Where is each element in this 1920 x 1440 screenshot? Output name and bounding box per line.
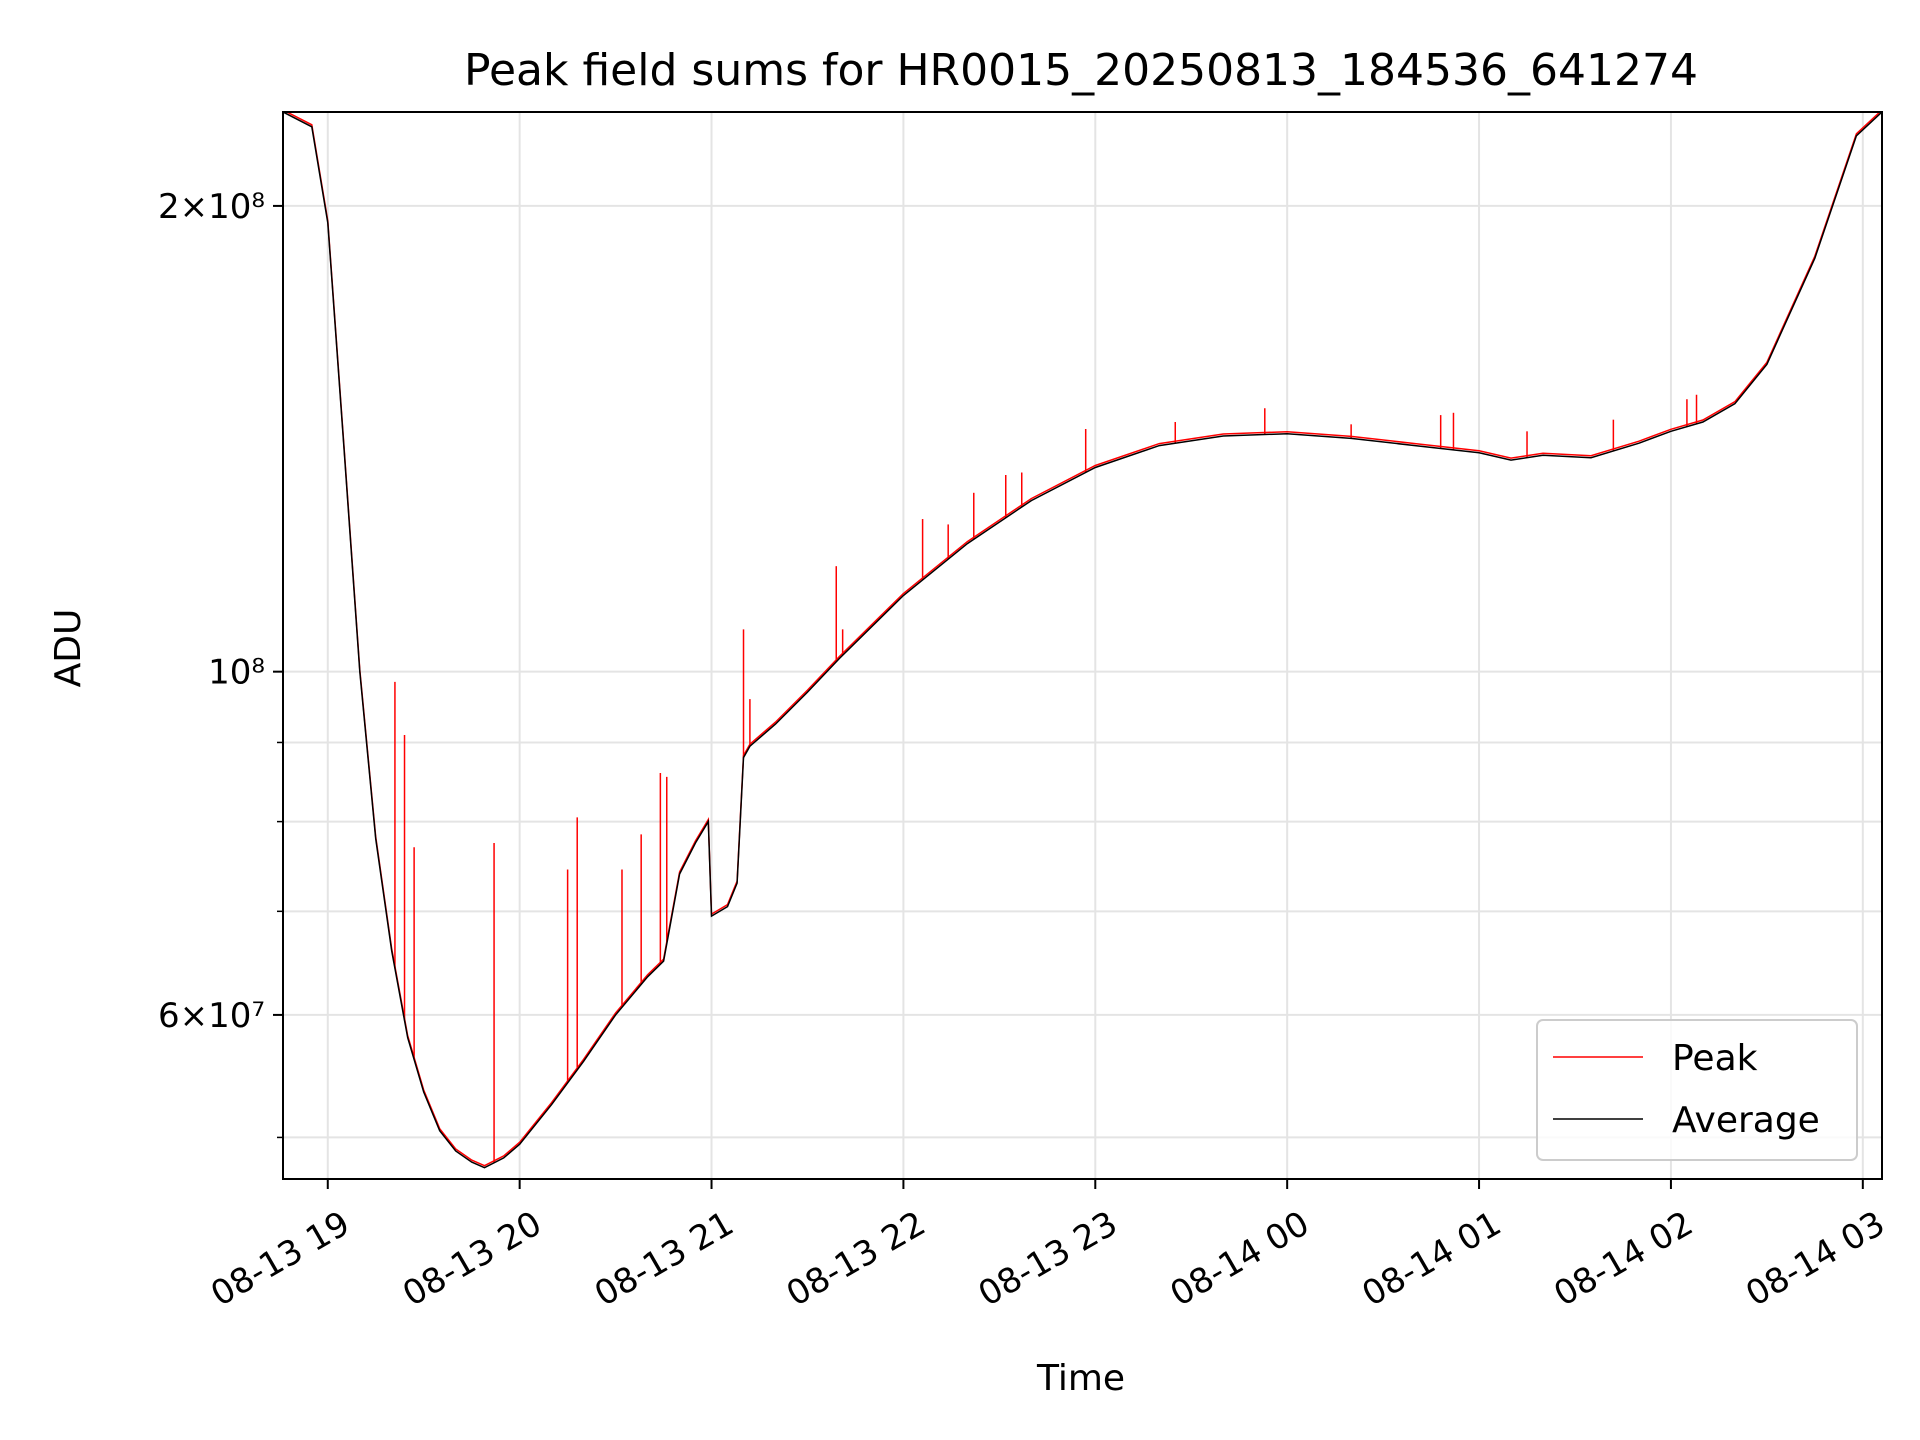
y-axis: 2×10⁸ 10⁸ 6×10⁷	[158, 187, 283, 1139]
series-layer	[283, 112, 1882, 1169]
y-tick-label: 10⁸	[208, 653, 265, 693]
y-tick-label: 6×10⁷	[158, 996, 265, 1036]
y-tick-label: 2×10⁸	[158, 187, 265, 227]
legend-box	[1536, 1019, 1858, 1161]
x-axis-title: Time	[1036, 1358, 1125, 1399]
plot-area-frame	[282, 111, 1883, 1180]
legend: Peak Average	[1536, 1019, 1858, 1161]
series-line-average	[283, 112, 1882, 1169]
legend-label-average: Average	[1672, 1100, 1820, 1141]
chart-title: Peak field sums for HR0015_20250813_1845…	[464, 45, 1698, 96]
legend-label-peak: Peak	[1672, 1038, 1758, 1079]
y-axis-title: ADU	[48, 609, 89, 688]
